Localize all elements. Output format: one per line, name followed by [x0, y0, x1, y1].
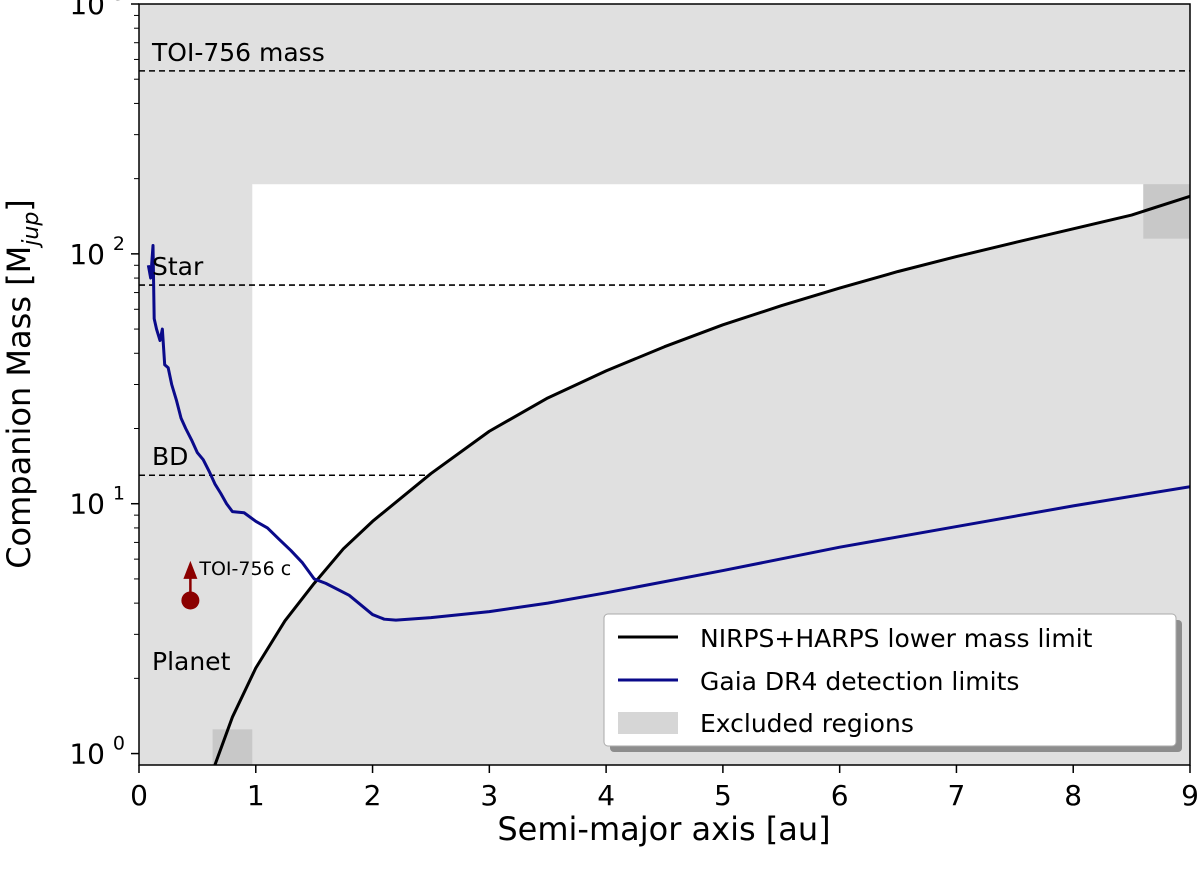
x-tick-label-0: 0 [130, 779, 148, 812]
x-axis-ticks: 0 1 2 3 4 5 6 7 8 9 [130, 765, 1199, 812]
region-label-layer: TOI-756 mass Star BD Planet [151, 38, 325, 676]
y-axis-ticks: 10 0 10 1 10 2 10 3 [69, 0, 139, 771]
excluded-overlap-left [212, 729, 253, 765]
x-axis-label: Semi-major axis [au] [497, 810, 830, 848]
x-tick-label-6: 6 [831, 779, 849, 812]
x-tick-label-9: 9 [1181, 779, 1199, 812]
ref-label-toi-756-mass: TOI-756 mass [151, 38, 325, 67]
y-axis-label-end: ] [0, 199, 38, 211]
point-layer: TOI-756 c [181, 558, 291, 610]
series-layer [146, 194, 1190, 765]
y-tick-exponent-1000: 3 [113, 0, 125, 5]
x-tick-label-3: 3 [480, 779, 498, 812]
legend-label-gaia: Gaia DR4 detection limits [700, 667, 1019, 696]
y-axis-label-subscript: jup [19, 212, 44, 249]
x-tick-label-1: 1 [247, 779, 265, 812]
x-tick-label-8: 8 [1064, 779, 1082, 812]
series-nirps-harps-line [213, 194, 1190, 765]
y-axis-label-main: Companion Mass [M [0, 246, 38, 569]
y-axis-label: Companion Mass [Mjup] [0, 199, 44, 569]
ref-label-star: Star [152, 252, 204, 281]
planet-arrow-head [183, 560, 198, 579]
excluded-corner [1143, 184, 1190, 239]
y-tick-exponent-10: 1 [113, 483, 125, 505]
legend-label-nirps: NIRPS+HARPS lower mass limit [700, 624, 1093, 653]
y-tick-label-100: 10 [69, 238, 105, 271]
excluded-region-layer [139, 4, 1190, 765]
reference-line-layer [139, 70, 1190, 477]
x-tick-label-4: 4 [597, 779, 615, 812]
x-tick-label-7: 7 [948, 779, 966, 812]
y-tick-label-10: 10 [69, 488, 105, 521]
y-tick-exponent-100: 2 [113, 233, 125, 255]
region-label-planet: Planet [152, 647, 231, 676]
legend-patch-excluded [618, 712, 678, 734]
legend: NIRPS+HARPS lower mass limit Gaia DR4 de… [603, 613, 1182, 752]
y-tick-label-1000: 10 [69, 0, 105, 21]
x-tick-label-2: 2 [364, 779, 382, 812]
series-gaia-dr4-line [146, 244, 1190, 622]
y-tick-label-1: 10 [69, 738, 105, 771]
legend-box [603, 613, 1177, 747]
planet-label: TOI-756 c [198, 558, 291, 580]
ref-label-bd: BD [152, 442, 188, 471]
legend-label-excluded: Excluded regions [700, 709, 914, 738]
planet-marker [181, 591, 200, 610]
y-tick-exponent-1: 0 [113, 733, 125, 755]
x-tick-label-5: 5 [714, 779, 732, 812]
